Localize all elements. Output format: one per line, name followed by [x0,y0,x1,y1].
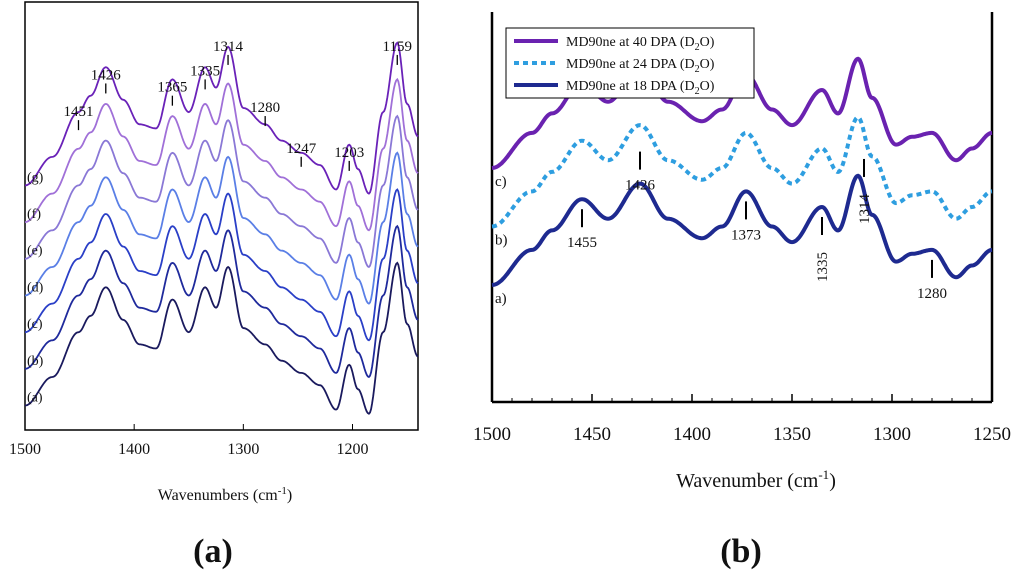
x-tick-label: 1500 [473,424,511,445]
series-line [24,77,419,232]
panel-b-x-axis-title: Wavenumber (cm-1) [676,467,836,492]
legend-label: MD90ne at 24 DPA (D2O) [566,57,715,75]
peak-label: 1451 [63,104,93,120]
series-line [24,114,419,269]
series-line [24,188,419,342]
series-line [24,151,419,305]
peak-label: 1335 [190,63,220,79]
peak-label: 1365 [157,80,187,96]
panel-label-a: (a) [193,533,233,570]
panel-a-x-axis-title: Wavenumbers (cm-1) [158,485,293,504]
series-label: (a) [27,390,43,405]
x-tick-label: 1200 [337,441,369,458]
series-label: (d) [27,280,44,295]
series-line [24,224,419,379]
x-tick-label: 1350 [773,424,811,445]
x-tick-label: 1400 [673,424,711,445]
x-tick-label: 1400 [118,441,150,458]
series-label: (f) [27,207,41,222]
series-label: (b) [27,354,44,369]
peak-label: 1280 [917,286,947,302]
series-line [24,41,419,195]
series-label: (c) [27,317,43,332]
series-label: (g) [27,170,44,185]
series-label: b) [495,233,508,249]
panel-b-x-ticks: 1500 1450 1400 1350 1300 1250 [473,394,1011,445]
peak-label: 1203 [334,145,364,161]
peak-label: 1426 [91,67,122,83]
x-tick-label: 1500 [9,441,41,458]
series-line [491,173,993,287]
peak-label: 1314 [857,193,873,224]
x-tick-label: 1300 [873,424,911,445]
x-tick-label: 1450 [573,424,611,445]
peak-label: 1247 [286,141,317,157]
peak-label: 1426 [625,178,656,194]
series-label: (e) [27,244,43,259]
panel-b-curve-labels: a) b) c) [495,174,508,307]
panel-a-frame [24,1,419,431]
panel-b-peak-labels: 1455 1426 1373 1335 1314 1280 [567,151,947,302]
series-label: c) [495,174,507,190]
panel-label-b: (b) [720,533,762,570]
series-line [491,115,993,229]
panel-b-legend: MD90ne at 40 DPA (D2O) MD90ne at 24 DPA (… [505,27,755,99]
series-label: a) [495,291,507,307]
legend-label: MD90ne at 40 DPA (D2O) [566,35,715,53]
panel-b-chart: 1500 1450 1400 1350 1300 1250 1455 1426 1373 133… [473,12,1011,492]
x-tick-label: 1250 [973,424,1011,445]
panel-a-curves [24,41,419,415]
peak-label: 1335 [815,252,831,282]
series-line [24,261,419,415]
legend-label: MD90ne at 18 DPA (D2O) [566,79,715,97]
peak-label: 1280 [250,100,280,116]
x-tick-label: 1300 [227,441,259,458]
peak-label: 1314 [213,39,244,55]
panel-a-x-ticks: 1500 1400 1300 1200 [9,424,369,458]
peak-label: 1159 [383,39,412,55]
panel-a-curve-labels: (a) (b) (c) (d) (e) (f) (g) [27,170,44,405]
peak-label: 1455 [567,235,597,251]
peak-label: 1373 [731,227,761,243]
